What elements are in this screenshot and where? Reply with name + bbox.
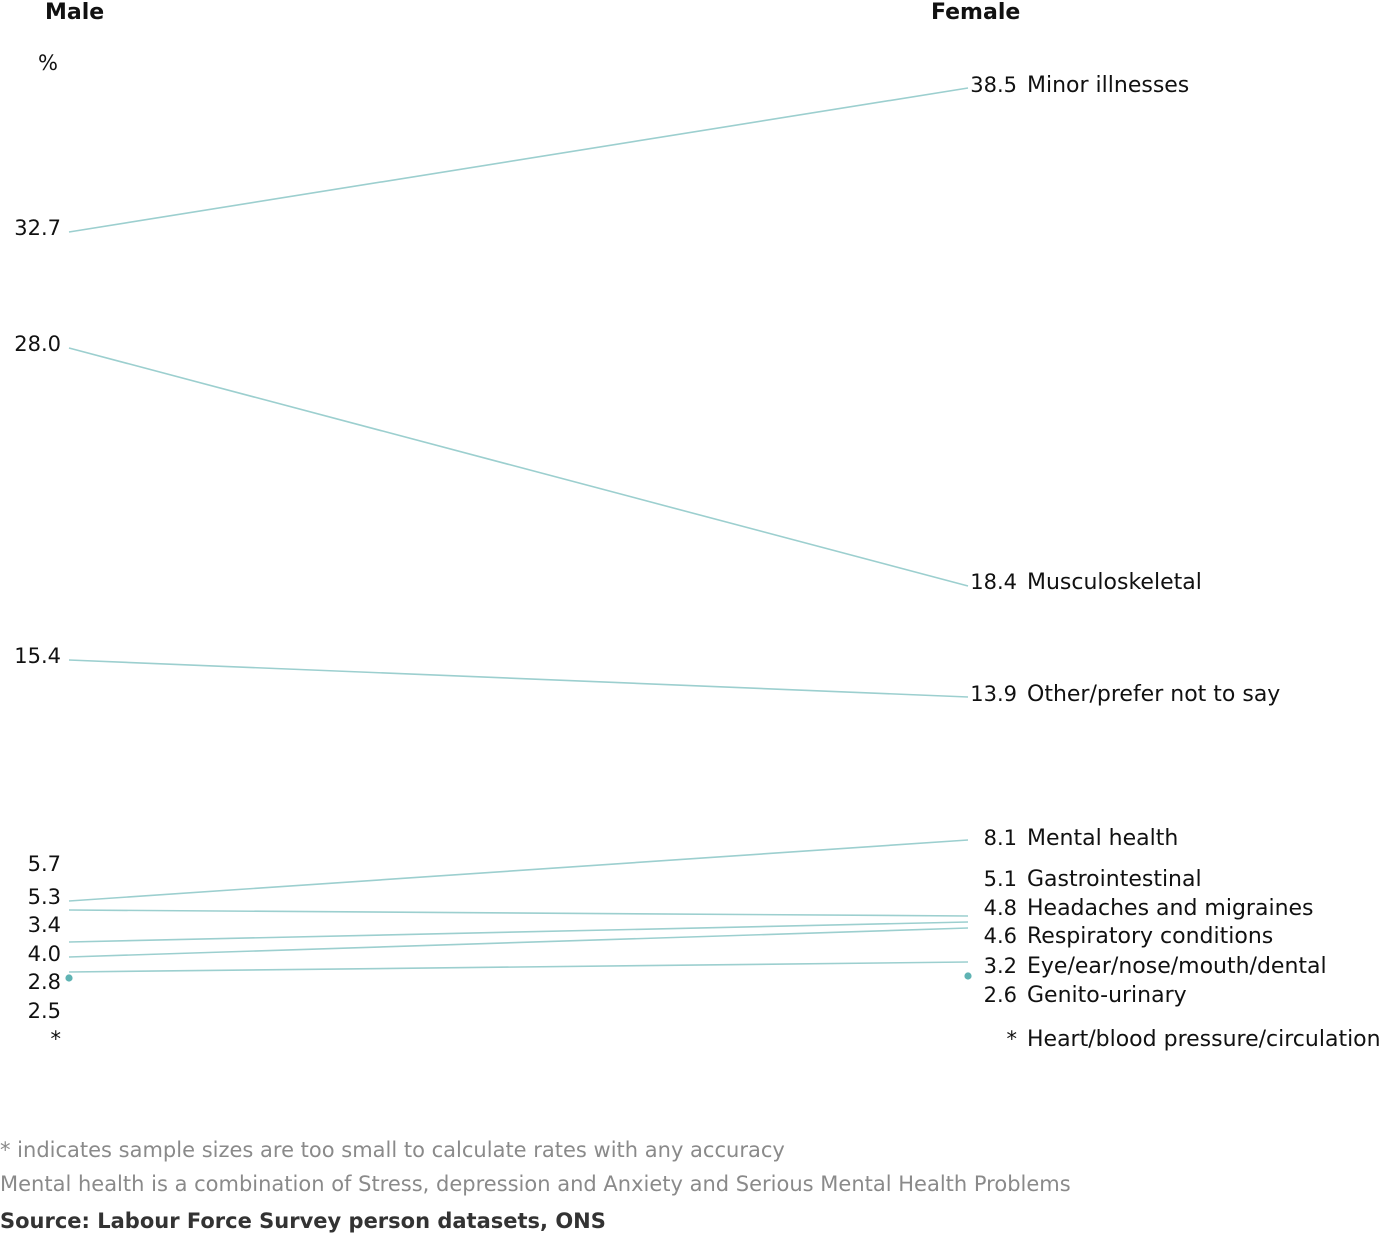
male-value-eye-ear-nose-mouth-dental: 2.8 [28,970,61,994]
line-other-prefer-not-to-say [68,659,969,698]
male-value-respiratory-conditions: 4.0 [28,942,61,966]
line-eye-ear-nose-mouth-dental [68,961,969,973]
slope-chart: Male Female % 32.7 38.5 Minor illnesses 28.… [14,0,1380,1052]
line-headaches-and-migraines [68,921,969,943]
male-value-musculoskeletal: 28.0 [14,332,61,356]
slope-lines [65,87,972,982]
female-value-respiratory-conditions: 4.6 [984,924,1017,948]
female-value-heart-blood-pressure-circulation: * [1007,1027,1018,1051]
footnote-asterisk: * indicates sample sizes are too small t… [0,1138,785,1162]
category-label-gastrointestinal: Gastrointestinal [1027,867,1202,892]
unit-label: % [38,51,58,75]
female-value-other-prefer-not-to-say: 13.9 [970,682,1017,706]
male-column-header: Male [45,0,104,25]
male-value-genito-urinary: 2.5 [28,999,61,1023]
male-value-mental-health: 5.7 [28,852,61,876]
female-value-mental-health: 8.1 [984,826,1017,850]
male-value-other-prefer-not-to-say: 15.4 [14,644,61,668]
line-musculoskeletal [68,347,969,587]
slope-labels: 32.7 38.5 Minor illnesses 28.0 18.4 Musculosk… [14,73,1380,1052]
female-value-musculoskeletal: 18.4 [970,570,1017,594]
female-value-minor-illnesses: 38.5 [970,73,1017,97]
female-value-headaches-and-migraines: 4.8 [984,896,1017,920]
category-label-genito-urinary: Genito-urinary [1027,983,1187,1008]
line-respiratory-conditions [68,927,969,958]
category-label-headaches-and-migraines: Headaches and migraines [1027,896,1314,921]
male-marker-eye-ear-nose-mouth-dental [65,974,73,982]
category-label-eye-ear-nose-mouth-dental: Eye/ear/nose/mouth/dental [1027,954,1327,979]
female-marker-eye-ear-nose-mouth-dental [964,972,972,980]
male-value-heart-blood-pressure-circulation: * [51,1027,62,1051]
category-label-respiratory-conditions: Respiratory conditions [1027,924,1273,949]
female-value-gastrointestinal: 5.1 [984,867,1017,891]
line-mental-health [68,839,969,902]
category-label-mental-health: Mental health [1027,826,1178,851]
female-value-genito-urinary: 2.6 [984,983,1017,1007]
male-value-minor-illnesses: 32.7 [14,216,61,240]
source-note: Source: Labour Force Survey person datas… [0,1209,606,1233]
category-label-other-prefer-not-to-say: Other/prefer not to say [1027,682,1280,707]
male-value-gastrointestinal: 5.3 [28,885,61,909]
line-minor-illnesses [68,87,969,233]
category-label-musculoskeletal: Musculoskeletal [1027,570,1202,595]
female-value-eye-ear-nose-mouth-dental: 3.2 [984,954,1017,978]
male-value-headaches-and-migraines: 3.4 [28,913,61,937]
footnote-mental-health: Mental health is a combination of Stress… [0,1172,1071,1196]
line-gastrointestinal [68,909,969,917]
category-label-heart-blood-pressure-circulation: Heart/blood pressure/circulation [1027,1027,1381,1052]
female-column-header: Female [931,0,1020,25]
category-label-minor-illnesses: Minor illnesses [1027,73,1189,98]
chart-notes: * indicates sample sizes are too small t… [0,1133,1380,1233]
